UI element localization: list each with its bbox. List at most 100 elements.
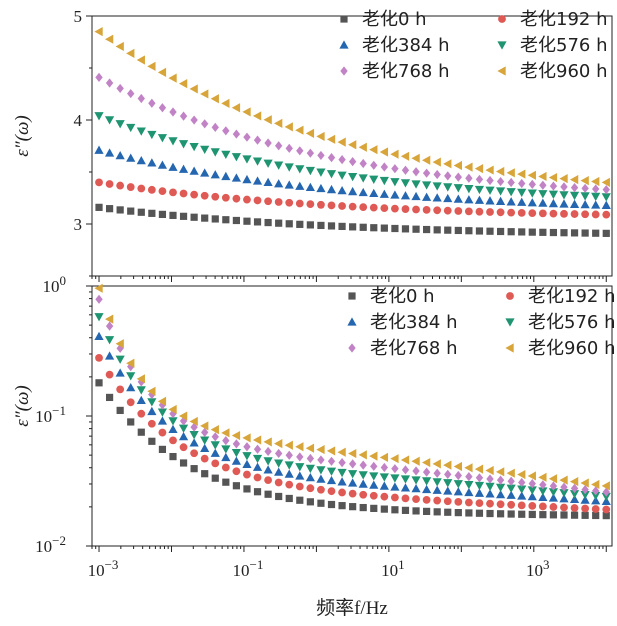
top-data-point: [148, 209, 156, 217]
bottom-data-point: [94, 313, 104, 322]
top-data-point: [422, 181, 432, 190]
top-data-point: [591, 192, 601, 202]
top-data-point: [601, 193, 611, 202]
bottom-data-point: [158, 445, 167, 453]
top-data-point: [507, 228, 515, 236]
bottom-data-point: [380, 492, 389, 501]
bottom-data-point: [295, 442, 304, 452]
bottom-data-point: [369, 491, 378, 500]
top-data-point: [116, 206, 124, 214]
top-data-point: [136, 127, 146, 136]
top-data-point: [190, 213, 198, 221]
bottom-data-point: [327, 456, 336, 466]
bottom-data-point: [264, 490, 272, 498]
top-data-point: [263, 177, 273, 187]
top-data-point: [306, 148, 315, 158]
bottom-data-point: [127, 362, 135, 372]
bottom-data-point: [232, 439, 241, 449]
top-data-point: [548, 172, 558, 183]
bottom-data-point: [126, 398, 135, 407]
top-data-point: [317, 150, 325, 161]
bottom-data-point: [179, 443, 188, 452]
bottom-data-point: [570, 504, 579, 512]
top-data-point: [474, 164, 484, 174]
bottom-data-point: [423, 507, 431, 515]
top-data-point: [464, 207, 473, 216]
top-data-point: [411, 191, 421, 201]
bottom-data-point: [221, 463, 230, 472]
top-series-0: [95, 203, 610, 237]
bottom-data-point: [580, 478, 589, 488]
top-legend-marker: [340, 15, 348, 23]
top-data-point: [454, 207, 463, 215]
top-data-point: [538, 198, 548, 207]
bottom-data-point: [137, 377, 145, 387]
top-data-point: [581, 229, 589, 237]
top-y-axis-title: ε″(ω): [12, 115, 33, 156]
bottom-data-point: [232, 467, 241, 476]
bottom-data-point: [518, 510, 526, 518]
bottom-data-point: [221, 445, 231, 454]
top-data-point: [475, 207, 484, 216]
bottom-data-point: [539, 480, 547, 490]
top-data-point: [136, 155, 146, 165]
top-data-point: [211, 192, 220, 201]
bottom-data-point: [390, 454, 399, 464]
top-data-point: [379, 189, 389, 198]
bottom-data-point: [601, 481, 610, 491]
bottom-data-point: [147, 398, 157, 407]
bottom-data-point: [200, 443, 210, 453]
bottom-data-point: [94, 283, 103, 293]
bottom-data-point: [274, 459, 284, 468]
bottom-data-point: [136, 395, 146, 405]
bottom-data-point: [316, 474, 326, 483]
bottom-data-point: [411, 484, 421, 493]
bottom-data-point: [147, 406, 157, 416]
bottom-data-point: [327, 487, 336, 496]
top-data-point: [412, 225, 420, 233]
bottom-data-point: [243, 485, 251, 493]
bottom-data-point: [454, 497, 463, 506]
bottom-data-point: [231, 456, 241, 465]
top-data-point: [295, 125, 304, 135]
top-data-point: [412, 167, 420, 177]
top-data-point: [147, 158, 157, 167]
top-data-point: [284, 122, 293, 132]
bottom-data-point: [115, 339, 124, 349]
top-data-point: [527, 189, 537, 198]
bottom-data-point: [433, 496, 442, 505]
bottom-data-point: [317, 485, 325, 494]
bottom-data-point: [400, 455, 410, 465]
top-data-point: [602, 210, 611, 219]
bottom-data-point: [465, 472, 473, 482]
bottom-data-point: [528, 501, 537, 510]
x-tick-label: 101: [381, 557, 405, 580]
top-data-point: [400, 179, 411, 188]
top-data-point: [485, 186, 495, 195]
top-data-point: [506, 197, 516, 206]
top-data-point: [338, 202, 346, 210]
bottom-legend-label: 老化192 h: [528, 286, 616, 307]
top-y-tick-label: 3: [74, 215, 83, 234]
top-data-point: [306, 221, 314, 229]
top-data-point: [422, 206, 431, 214]
bottom-data-point: [326, 446, 336, 456]
bottom-legend-item: 老化960 h: [505, 338, 616, 359]
bottom-data-point: [474, 488, 485, 497]
bottom-data-point: [422, 495, 431, 504]
bottom-data-point: [253, 488, 262, 496]
top-data-point: [306, 200, 315, 209]
top-data-point: [486, 208, 494, 216]
top-data-point: [327, 222, 336, 230]
bottom-data-point: [560, 503, 568, 512]
top-data-point: [528, 228, 536, 236]
bottom-legend-marker: [348, 343, 356, 353]
top-data-point: [433, 206, 442, 215]
bottom-data-point: [189, 416, 198, 427]
bottom-series-0: [95, 379, 610, 520]
top-legend-marker: [498, 15, 506, 23]
top-series-1: [95, 178, 611, 219]
bottom-data-point: [178, 424, 189, 433]
bottom-data-point: [517, 485, 527, 494]
